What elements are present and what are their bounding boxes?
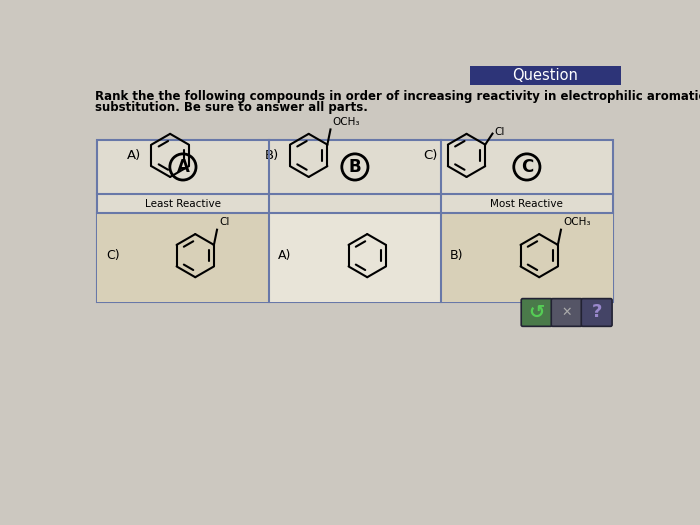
Text: Most Reactive: Most Reactive [491,198,564,208]
Bar [441,213,613,302]
Text: substitution. Be sure to answer all parts.: substitution. Be sure to answer all part… [95,101,368,114]
Text: OCH₃: OCH₃ [332,117,360,127]
FancyBboxPatch shape [522,299,552,327]
Text: A: A [176,158,190,176]
Bar [97,213,269,302]
Text: ↺: ↺ [528,303,545,322]
Text: C): C) [423,149,438,162]
Text: B): B) [265,149,279,162]
Text: C: C [521,158,533,176]
Text: B: B [349,158,361,176]
Bar [470,66,621,85]
Text: A): A) [127,149,141,162]
FancyBboxPatch shape [581,299,612,327]
Text: Question: Question [512,68,578,83]
Text: ?: ? [592,303,602,321]
Text: Cl: Cl [219,217,230,227]
Bar [97,140,613,302]
Text: OCH₃: OCH₃ [563,217,590,227]
FancyBboxPatch shape [552,299,582,327]
Text: B): B) [450,249,463,262]
Text: Least Reactive: Least Reactive [145,198,221,208]
Bar [269,213,441,302]
Text: C): C) [106,249,120,262]
Text: A): A) [278,249,291,262]
Text: Rank the the following compounds in order of increasing reactivity in electrophi: Rank the the following compounds in orde… [95,90,700,103]
Text: ✕: ✕ [561,306,572,319]
Text: Cl: Cl [495,127,505,136]
